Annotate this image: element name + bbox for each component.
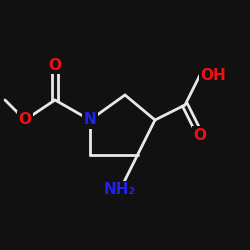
Text: OH: OH [200,68,226,82]
Text: N: N [84,112,96,128]
Text: O: O [18,112,32,128]
Text: O: O [194,128,206,142]
Text: O: O [48,58,62,72]
Text: NH₂: NH₂ [104,182,136,198]
